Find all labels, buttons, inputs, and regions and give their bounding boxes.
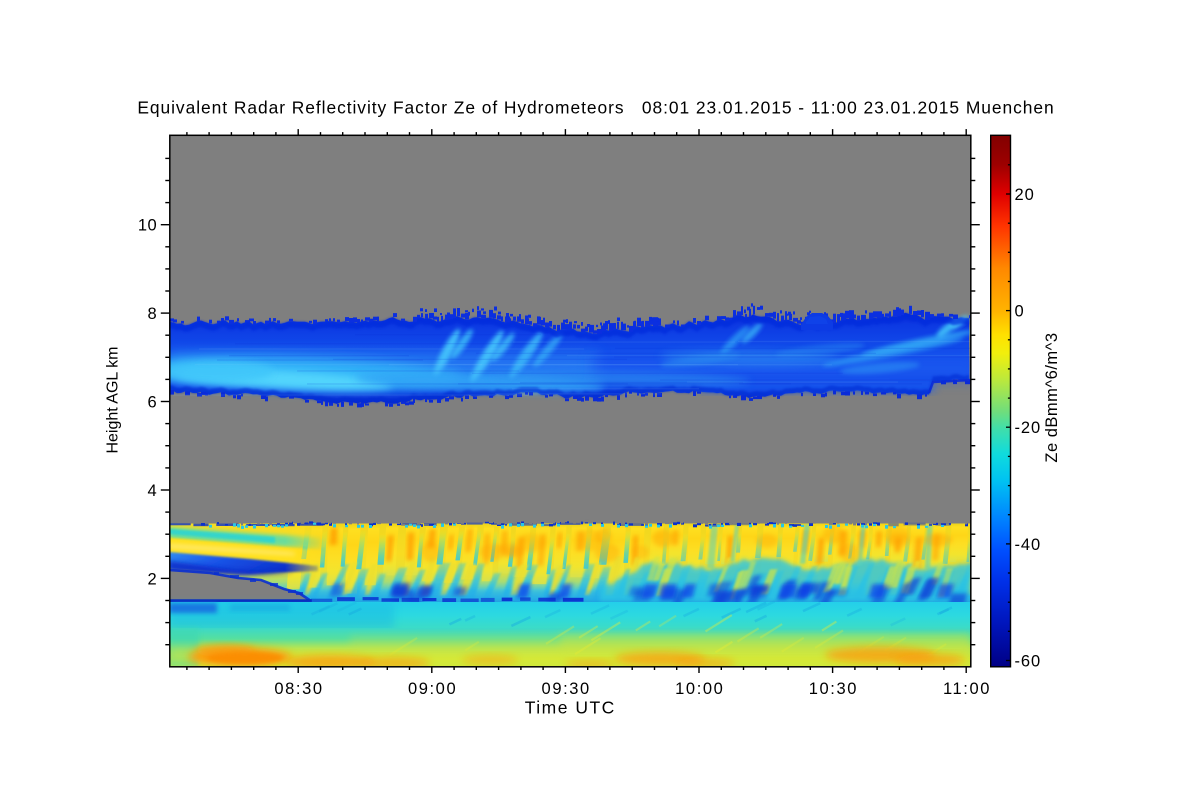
- svg-text:Equivalent Radar Reflectivity: Equivalent Radar Reflectivity Factor Ze …: [137, 97, 1054, 117]
- svg-text:-20: -20: [1015, 419, 1042, 437]
- svg-text:8: 8: [148, 305, 158, 323]
- svg-text:4: 4: [148, 482, 158, 500]
- svg-text:Ze dBmm^6/m^3: Ze dBmm^6/m^3: [1043, 332, 1061, 462]
- svg-text:2: 2: [148, 570, 158, 588]
- svg-text:6: 6: [148, 394, 158, 412]
- svg-text:10: 10: [138, 217, 157, 235]
- svg-text:-40: -40: [1015, 536, 1042, 554]
- svg-text:08:30: 08:30: [274, 680, 323, 698]
- svg-text:10:30: 10:30: [809, 680, 858, 698]
- svg-text:09:30: 09:30: [542, 680, 591, 698]
- svg-text:10:00: 10:00: [675, 680, 724, 698]
- svg-text:Time UTC: Time UTC: [525, 698, 616, 718]
- svg-text:20: 20: [1015, 186, 1035, 204]
- svg-text:Height AGL km: Height AGL km: [105, 346, 122, 453]
- svg-text:0: 0: [1015, 303, 1025, 321]
- svg-text:-60: -60: [1015, 652, 1042, 670]
- svg-text:09:00: 09:00: [408, 680, 457, 698]
- svg-text:11:00: 11:00: [943, 680, 991, 698]
